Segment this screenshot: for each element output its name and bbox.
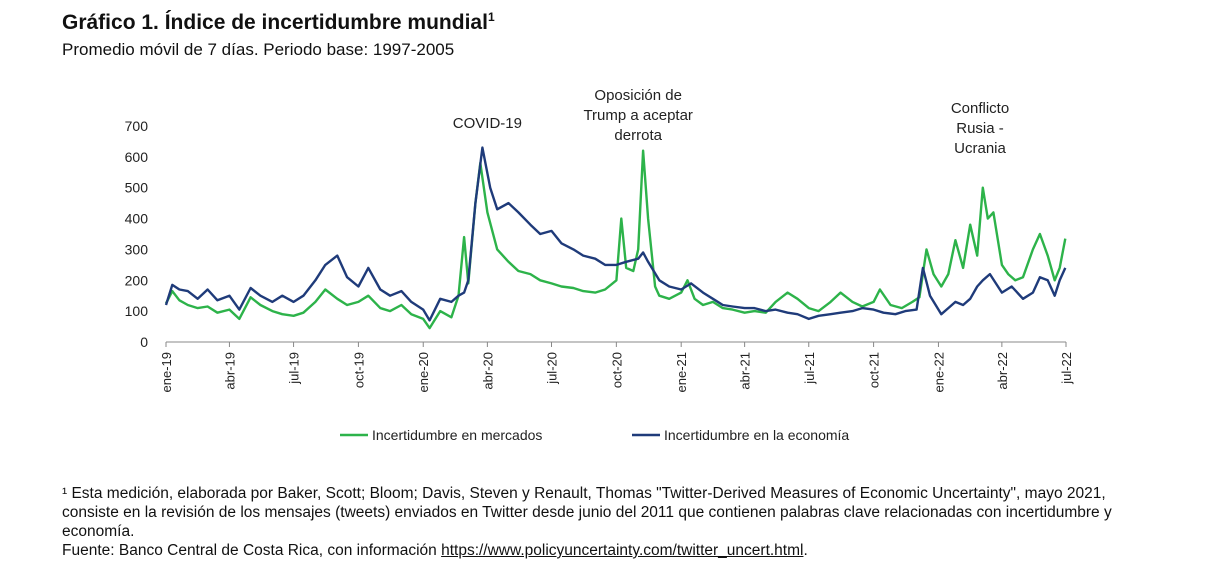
y-tick-label: 300 [125,241,149,257]
x-tick-label: ene-20 [416,352,431,392]
y-tick-label: 400 [125,211,149,227]
x-tick-label: oct-20 [609,352,624,388]
annotation-label: derrota [614,127,662,144]
annotation-label: Trump a aceptar [583,107,693,124]
x-tick-label: jul-22 [1059,352,1074,385]
footnote-text: ¹ Esta medición, elaborada por Baker, Sc… [62,485,1112,540]
chart-title: Gráfico 1. Índice de incertidumbre mundi… [62,10,495,34]
x-tick-label: ene-21 [674,352,689,392]
title-footnote-marker: 1 [487,10,495,24]
x-tick-label: abr-22 [995,352,1010,390]
x-tick-label: abr-20 [480,352,495,390]
y-tick-label: 200 [125,272,149,288]
y-tick-label: 0 [140,334,148,350]
source-suffix: . [803,542,808,559]
x-tick-label: oct-21 [867,352,882,388]
series-line-economia [164,146,1067,322]
y-tick-label: 500 [125,180,149,196]
series-line-mercados [164,149,1067,330]
legend-label: Incertidumbre en la economía [664,427,849,443]
x-tick-label: abr-21 [738,352,753,390]
annotation-label: COVID-19 [453,115,522,132]
annotation-label: Ucrania [954,140,1006,157]
x-tick-label: jul-21 [802,352,817,385]
x-tick-label: ene-19 [159,352,174,392]
y-tick-label: 600 [125,149,149,165]
line-chart: 0 100 200 300 400 500 600 700 ene-19 abr-19 jul-19… [125,87,1074,443]
annotation-label: Conflicto [951,100,1009,117]
annotation-label: Rusia - [956,120,1004,137]
x-tick-label: abr-19 [222,352,237,390]
x-tick-label: jul-19 [287,352,302,385]
chart-subtitle: Promedio móvil de 7 días. Periodo base: … [62,40,455,59]
legend-label: Incertidumbre en mercados [372,427,542,443]
x-tick-label: ene-22 [931,352,946,392]
annotation-label: Oposición de [594,87,682,104]
x-tick-label: oct-19 [351,352,366,388]
y-tick-label: 700 [125,118,149,134]
y-tick-label: 100 [125,303,149,319]
x-tick-label: jul-20 [545,352,560,385]
source-line: Fuente: Banco Central de Costa Rica, con… [62,541,1152,560]
source-link[interactable]: https://www.policyuncertainty.com/twitte… [441,542,804,559]
source-prefix: Fuente: Banco Central de Costa Rica, con… [62,542,442,559]
footnote: ¹ Esta medición, elaborada por Baker, Sc… [62,484,1152,560]
